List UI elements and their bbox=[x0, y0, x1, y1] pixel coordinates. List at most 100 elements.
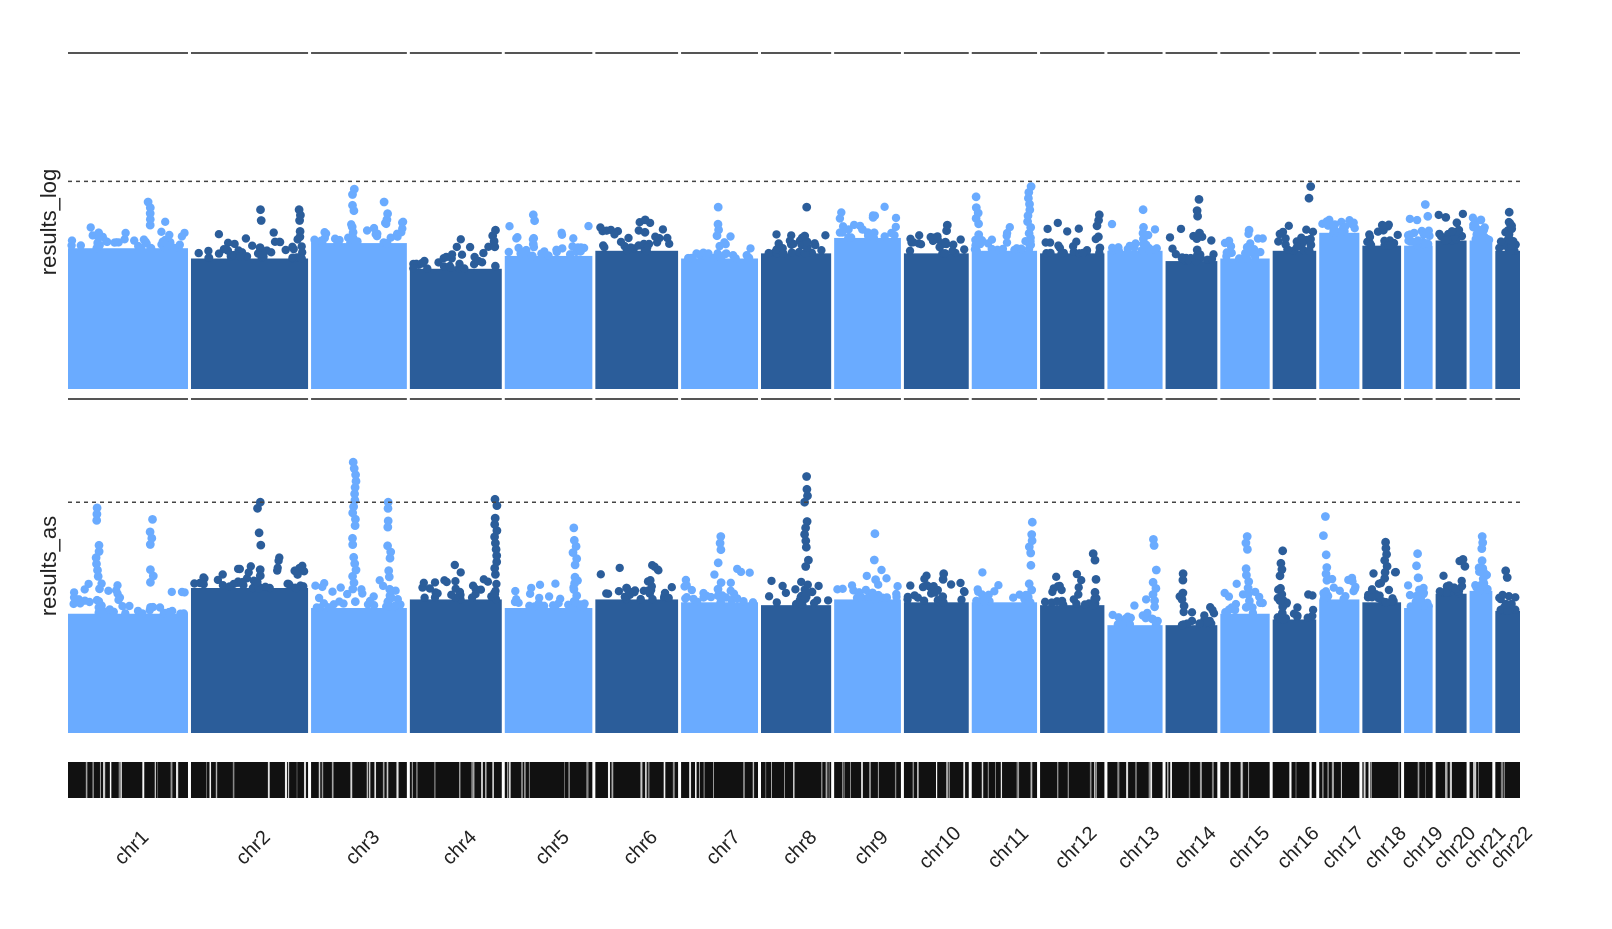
data-point bbox=[1068, 242, 1078, 251]
series-results_log-chr16 bbox=[1272, 182, 1318, 389]
series-results_as-chr16 bbox=[1272, 546, 1318, 733]
peak-point bbox=[1321, 550, 1331, 560]
peak-point bbox=[143, 197, 153, 207]
data-point bbox=[614, 587, 624, 596]
data-point bbox=[328, 587, 337, 596]
data-point bbox=[474, 256, 483, 266]
data-point bbox=[1308, 227, 1318, 236]
data-point bbox=[664, 593, 673, 603]
density-block bbox=[834, 762, 901, 798]
series-results_log-chr10 bbox=[903, 220, 969, 389]
peak-point bbox=[490, 520, 500, 529]
data-point bbox=[418, 258, 427, 268]
point-mass-chr10 bbox=[903, 602, 969, 733]
point-mass-chr21 bbox=[1469, 590, 1493, 733]
data-point bbox=[665, 239, 674, 248]
series-results_log-chr1 bbox=[67, 197, 189, 389]
point-mass-chr9 bbox=[834, 237, 901, 389]
data-point bbox=[423, 264, 432, 273]
peak-point bbox=[254, 528, 264, 538]
point-mass-chr11 bbox=[971, 250, 1038, 389]
data-point bbox=[213, 575, 223, 585]
data-point bbox=[1171, 250, 1181, 259]
data-point bbox=[1451, 584, 1461, 594]
data-point bbox=[1072, 569, 1082, 579]
x-tick-label-chr5: chr5 bbox=[531, 826, 574, 869]
peak-point bbox=[1178, 575, 1188, 585]
data-point bbox=[112, 586, 121, 595]
data-point bbox=[315, 603, 324, 612]
data-point bbox=[467, 593, 477, 602]
data-point bbox=[1504, 592, 1514, 601]
data-point bbox=[261, 582, 270, 591]
data-point bbox=[731, 254, 740, 263]
peak-point bbox=[348, 457, 358, 467]
data-point bbox=[1303, 613, 1312, 622]
density-chr3 bbox=[311, 762, 407, 798]
peak-point bbox=[256, 540, 266, 550]
x-tick-label-chr9: chr9 bbox=[850, 826, 893, 869]
data-point bbox=[1458, 209, 1468, 219]
data-point bbox=[1434, 210, 1443, 220]
point-mass-chr20 bbox=[1435, 593, 1467, 733]
data-point bbox=[1391, 567, 1401, 577]
data-point bbox=[194, 248, 203, 258]
density-block bbox=[504, 762, 593, 798]
point-mass-chr5 bbox=[504, 608, 593, 733]
peak-point bbox=[385, 584, 395, 594]
data-point bbox=[558, 244, 567, 253]
data-point bbox=[1366, 240, 1376, 250]
peak-point bbox=[640, 215, 650, 225]
density-chr9 bbox=[834, 762, 901, 798]
peak-point bbox=[1276, 583, 1285, 593]
point-mass-chr12 bbox=[1040, 253, 1105, 389]
peak-point bbox=[1322, 563, 1332, 572]
peak-point bbox=[148, 515, 157, 524]
data-point bbox=[430, 593, 440, 602]
peak-point bbox=[1501, 566, 1511, 576]
series-results_as-chr19 bbox=[1403, 549, 1434, 733]
peak-point bbox=[1306, 182, 1316, 191]
peak-point bbox=[971, 203, 981, 213]
data-point bbox=[930, 588, 940, 597]
density-chr2 bbox=[190, 762, 309, 798]
data-point bbox=[554, 599, 563, 608]
peak-point bbox=[1095, 243, 1105, 253]
data-point bbox=[299, 582, 308, 591]
data-point bbox=[138, 609, 147, 618]
peak-point bbox=[1242, 532, 1252, 541]
series-results_log-chr17 bbox=[1318, 215, 1360, 389]
data-point bbox=[1442, 588, 1451, 597]
data-point bbox=[419, 578, 428, 587]
data-point bbox=[835, 228, 845, 237]
data-point bbox=[877, 565, 886, 575]
data-point bbox=[767, 576, 776, 586]
peak-point bbox=[1381, 597, 1391, 607]
density-chr5 bbox=[504, 762, 593, 798]
data-point bbox=[456, 235, 465, 244]
data-point bbox=[409, 264, 418, 273]
peak-point bbox=[1504, 207, 1514, 217]
density-block bbox=[1165, 762, 1218, 798]
data-point bbox=[1017, 244, 1026, 253]
data-point bbox=[1002, 231, 1011, 240]
data-point bbox=[1203, 618, 1212, 627]
series-results_as-chr9 bbox=[833, 529, 902, 733]
data-point bbox=[974, 597, 983, 606]
peak-point bbox=[350, 489, 359, 499]
peak-point bbox=[1194, 195, 1204, 204]
data-point bbox=[1323, 217, 1332, 227]
data-point bbox=[584, 221, 593, 231]
x-tick-label-chr16: chr16 bbox=[1273, 822, 1324, 873]
peak-point bbox=[1139, 222, 1148, 232]
data-point bbox=[1208, 605, 1217, 615]
data-point bbox=[846, 233, 856, 242]
data-point bbox=[610, 230, 619, 239]
series-results_as-chr4 bbox=[409, 494, 502, 733]
data-point bbox=[118, 602, 127, 611]
peak-point bbox=[1195, 228, 1204, 238]
peak-point bbox=[1027, 517, 1037, 527]
data-point bbox=[791, 585, 800, 594]
series-results_as-chr2 bbox=[190, 497, 309, 733]
data-point bbox=[891, 222, 900, 232]
